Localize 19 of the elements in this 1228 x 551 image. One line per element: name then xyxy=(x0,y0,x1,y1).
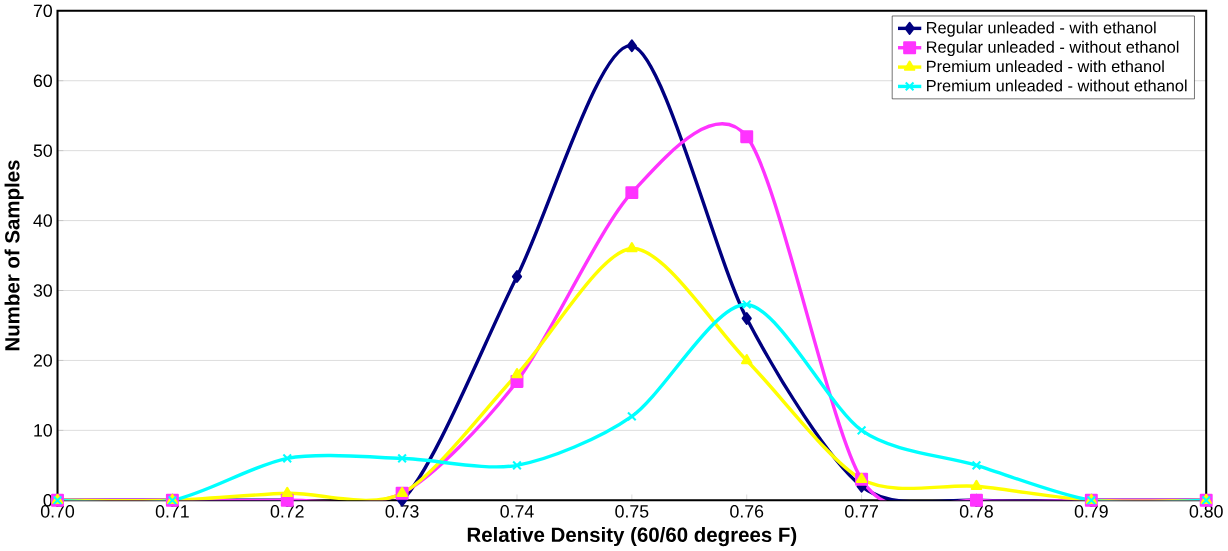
legend-label: Regular unleaded - without ethanol xyxy=(927,40,1179,57)
x-tick-label: 0.74 xyxy=(500,505,534,518)
x-tick-label: 0.73 xyxy=(385,505,419,518)
x-tick-label: 0.80 xyxy=(1189,505,1223,518)
y-tick-label: 40 xyxy=(33,214,52,227)
x-tick-label: 0.75 xyxy=(615,505,649,518)
y-tick-label: 60 xyxy=(33,74,52,88)
y-tick-label: 70 xyxy=(33,4,52,18)
y-tick-label: 20 xyxy=(33,354,52,367)
x-tick-label: 0.76 xyxy=(730,505,764,518)
x-axis-title: Relative Density (60/60 degrees F) xyxy=(467,527,797,547)
legend-label: Premium unleaded - without ethanol xyxy=(927,79,1187,92)
y-tick-label: 10 xyxy=(34,424,52,437)
y-axis-title: Number of Samples xyxy=(4,160,24,351)
y-tick-label: 30 xyxy=(33,284,52,297)
x-tick-label: 0.77 xyxy=(845,505,878,518)
legend-label: Premium unleaded - with ethanol xyxy=(927,60,1164,73)
legend-label: Regular unleaded - with ethanol xyxy=(927,21,1156,37)
y-tick-label: 50 xyxy=(33,144,52,158)
